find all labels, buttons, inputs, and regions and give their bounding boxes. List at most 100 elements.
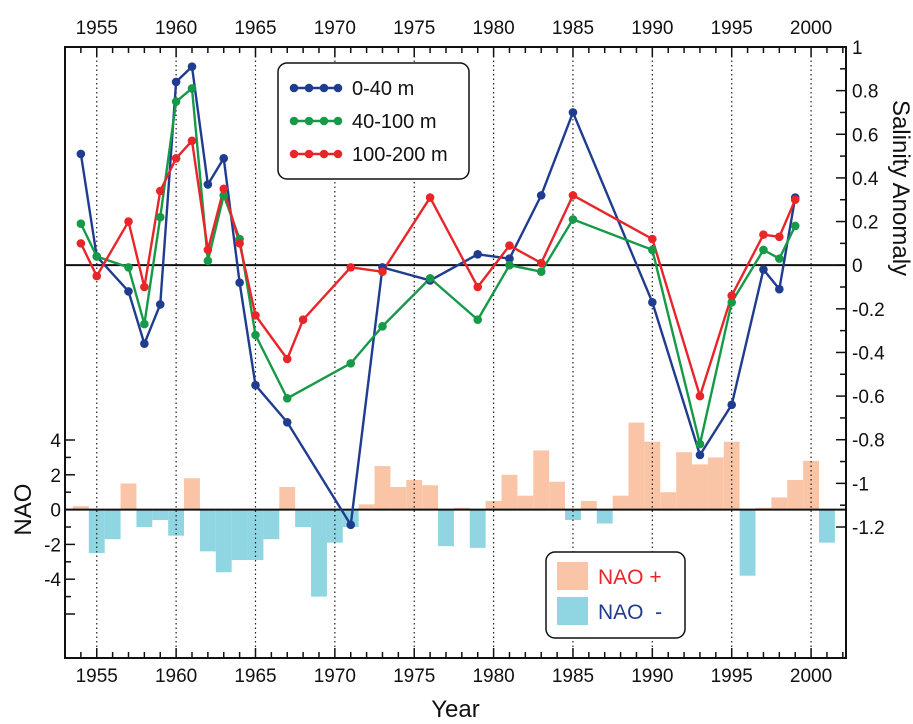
series-point-2 (568, 191, 578, 200)
nao-bar (184, 478, 200, 510)
nao-bar (501, 474, 518, 510)
series-legend: 0-40 m 40-100 m 100-200 m (277, 62, 470, 180)
series-point-0 (727, 400, 737, 410)
series-point-1 (473, 315, 483, 325)
nao-legend: NAO + NAO - (545, 551, 686, 639)
series-point-2 (140, 282, 149, 292)
series-point-2 (124, 217, 133, 226)
series-point-1 (346, 359, 356, 368)
series-point-2 (378, 267, 387, 277)
series-line-2 (79, 139, 797, 398)
series-point-2 (235, 239, 244, 248)
series-point-0 (124, 287, 133, 296)
series-point-1 (282, 393, 292, 403)
nao-bar (533, 450, 550, 510)
series-point-2 (187, 136, 197, 146)
series-point-1 (92, 252, 102, 261)
legend-marker-0 (319, 83, 329, 93)
nao-bars (72, 422, 835, 597)
series-point-0 (76, 149, 86, 159)
legend-marker-0 (333, 83, 343, 93)
series-point-0 (171, 77, 181, 87)
nao-negative-swatch (557, 597, 588, 625)
nao-bar (517, 495, 534, 510)
series-point-1 (727, 297, 737, 307)
x-tick-label-bottom: 1980 (472, 666, 514, 687)
salinity-tick-label: 0.2 (852, 213, 878, 234)
series-point-2 (505, 241, 514, 250)
salinity-tick-label: -1.2 (852, 518, 885, 539)
x-tick-label-bottom: 1990 (631, 666, 673, 687)
nao-bar (803, 460, 820, 510)
x-tick-label-top: 1960 (155, 18, 197, 39)
series-point-0 (219, 153, 229, 163)
series-point-1 (251, 330, 260, 340)
series-point-0 (695, 450, 705, 460)
series-point-0 (473, 249, 483, 259)
nao-bar (676, 452, 693, 510)
salinity-tick-label: -0.4 (852, 343, 885, 364)
series-point-1 (759, 245, 768, 255)
nao-tick-label: -2 (44, 535, 61, 556)
nao-bar (438, 509, 454, 547)
salinity-axis-title: Salinity Anomaly (887, 100, 913, 276)
legend-marker-2 (289, 149, 299, 159)
series-point-0 (346, 520, 356, 530)
legend-marker-1 (289, 116, 299, 126)
x-axis-title: Year (431, 696, 480, 723)
series-point-1 (155, 212, 165, 222)
x-tick-label-top: 1975 (393, 18, 435, 39)
series-point-1 (140, 319, 149, 329)
series-legend-box (277, 62, 470, 180)
nao-bar (295, 509, 312, 527)
nao-bar (311, 509, 327, 597)
series-point-2 (92, 271, 102, 281)
series-point-0 (187, 62, 197, 71)
legend-marker-2 (333, 149, 343, 159)
nao-bar (104, 509, 121, 540)
series-point-1 (187, 84, 197, 93)
nao-bar (549, 481, 566, 510)
nao-bar (390, 486, 407, 510)
nao-negative-label: NAO - (598, 601, 662, 624)
nao-bar (771, 497, 788, 510)
nao-bar (215, 509, 232, 573)
series-point-2 (251, 311, 260, 320)
series-points (76, 62, 800, 530)
series-point-0 (140, 339, 149, 349)
series-point-0 (775, 284, 784, 294)
nao-bar (660, 492, 677, 510)
nao-bar (88, 509, 105, 554)
x-tick-label-bottom: 1960 (155, 666, 197, 687)
salinity-tick-label: -1 (852, 474, 869, 495)
nao-bar (565, 509, 581, 521)
x-tick-label-bottom: 2000 (790, 666, 832, 687)
series-point-1 (219, 191, 229, 200)
legend-label-1: 40-100 m (352, 111, 437, 133)
nao-tick-label: 2 (50, 466, 61, 487)
nao-bar (628, 422, 645, 510)
series-point-1 (76, 219, 86, 229)
nao-bar (263, 509, 280, 540)
nao-bar (406, 480, 423, 510)
series-point-1 (203, 256, 213, 266)
series-point-2 (346, 263, 356, 272)
x-tick-label-top: 1970 (314, 18, 356, 39)
nao-bar (469, 509, 486, 548)
series-point-1 (171, 97, 181, 106)
nao-bar (72, 506, 89, 510)
series-point-0 (505, 254, 514, 263)
series-point-1 (425, 273, 435, 283)
nao-positive-label: NAO + (598, 566, 662, 589)
legend-marker-1 (304, 116, 314, 126)
salinity-tick-label: 0.6 (852, 125, 878, 146)
salinity-tick-label: 0 (852, 256, 863, 277)
series-point-0 (568, 108, 578, 117)
nao-bar (739, 509, 756, 576)
series-point-0 (251, 380, 260, 390)
salinity-tick-label: 0.8 (852, 82, 878, 103)
nao-tick-label: 0 (50, 501, 61, 522)
x-tick-label-bottom: 1985 (552, 666, 594, 687)
x-tick-label-top: 1995 (711, 18, 753, 39)
series-point-2 (219, 184, 229, 194)
